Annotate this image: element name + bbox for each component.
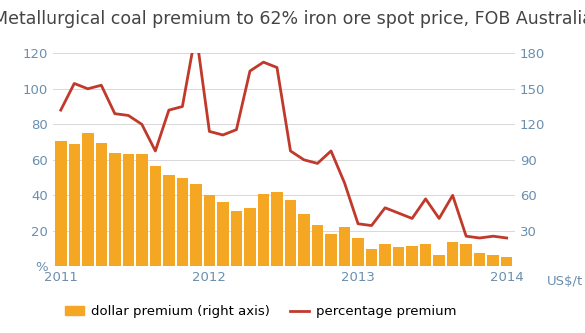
Bar	[177, 177, 188, 266]
Bar	[68, 145, 80, 266]
Bar	[379, 244, 391, 266]
Bar	[82, 133, 94, 266]
Legend: dollar premium (right axis), percentage premium: dollar premium (right axis), percentage …	[59, 300, 462, 324]
Bar	[393, 247, 404, 266]
Bar	[298, 214, 309, 266]
Bar	[230, 211, 242, 266]
Bar	[163, 175, 174, 266]
Bar	[109, 153, 121, 266]
Bar	[433, 254, 445, 266]
Bar	[136, 154, 147, 266]
Bar	[501, 257, 512, 266]
Bar	[339, 227, 350, 266]
Bar	[258, 194, 269, 266]
Bar	[95, 143, 107, 266]
Bar	[271, 192, 283, 266]
Bar	[217, 202, 229, 266]
Text: US$/t: US$/t	[547, 275, 583, 288]
Bar	[407, 246, 418, 266]
Bar	[150, 166, 161, 266]
Bar	[244, 208, 256, 266]
Bar	[312, 225, 324, 266]
Bar	[285, 200, 296, 266]
Bar	[447, 241, 459, 266]
Bar	[352, 238, 364, 266]
Bar	[420, 244, 431, 266]
Bar	[190, 183, 202, 266]
Bar	[366, 249, 377, 266]
Bar	[460, 244, 472, 266]
Bar	[55, 141, 67, 266]
Bar	[123, 154, 134, 266]
Bar	[325, 234, 337, 266]
Bar	[474, 253, 486, 266]
Bar	[204, 195, 215, 266]
Bar	[487, 254, 499, 266]
Text: Metallurgical coal premium to 62% iron ore spot price, FOB Australia: Metallurgical coal premium to 62% iron o…	[0, 10, 585, 28]
